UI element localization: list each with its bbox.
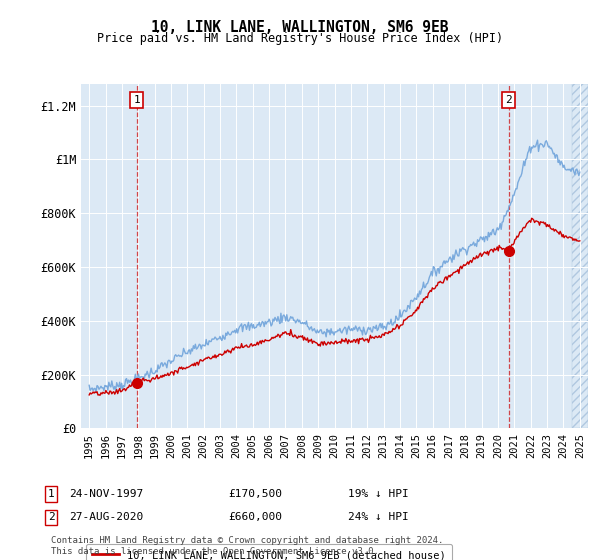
- Text: 24-NOV-1997: 24-NOV-1997: [69, 489, 143, 499]
- Text: 1: 1: [133, 95, 140, 105]
- Text: Contains HM Land Registry data © Crown copyright and database right 2024.
This d: Contains HM Land Registry data © Crown c…: [51, 536, 443, 556]
- Text: 10, LINK LANE, WALLINGTON, SM6 9EB: 10, LINK LANE, WALLINGTON, SM6 9EB: [151, 20, 449, 35]
- Text: 2: 2: [47, 512, 55, 522]
- Text: 27-AUG-2020: 27-AUG-2020: [69, 512, 143, 522]
- Legend: 10, LINK LANE, WALLINGTON, SM6 9EB (detached house), HPI: Average price, detache: 10, LINK LANE, WALLINGTON, SM6 9EB (deta…: [86, 544, 452, 560]
- Text: 19% ↓ HPI: 19% ↓ HPI: [348, 489, 409, 499]
- Text: £170,500: £170,500: [228, 489, 282, 499]
- Text: 2: 2: [505, 95, 512, 105]
- Text: 24% ↓ HPI: 24% ↓ HPI: [348, 512, 409, 522]
- Text: Price paid vs. HM Land Registry's House Price Index (HPI): Price paid vs. HM Land Registry's House …: [97, 32, 503, 45]
- Text: £660,000: £660,000: [228, 512, 282, 522]
- Text: 1: 1: [47, 489, 55, 499]
